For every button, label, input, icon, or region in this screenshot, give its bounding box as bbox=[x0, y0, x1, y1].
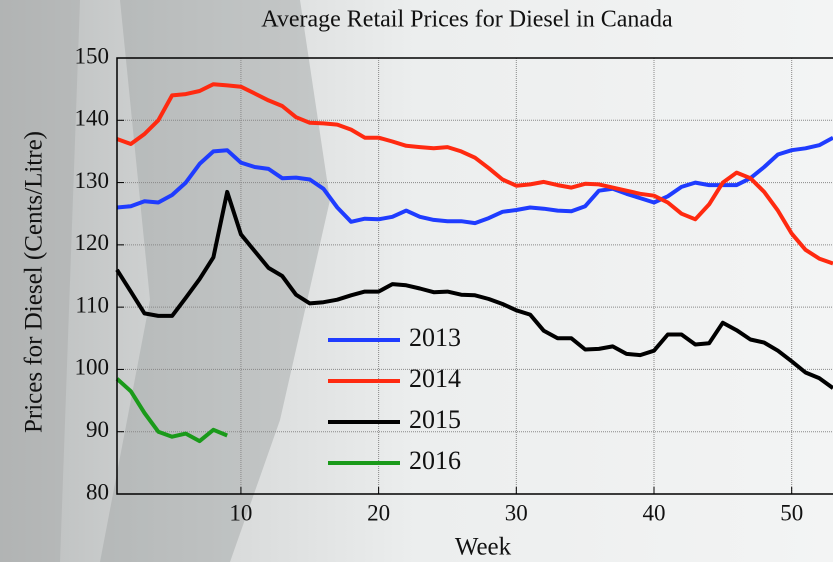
y-tick-label: 110 bbox=[75, 292, 109, 317]
y-tick-label: 80 bbox=[86, 479, 109, 504]
x-tick-label: 10 bbox=[229, 500, 252, 525]
legend-label: 2014 bbox=[409, 364, 461, 393]
y-tick-label: 140 bbox=[75, 106, 110, 131]
grid: 80 90 100 110 120 130 140 150 10 20 30 40 50 bbox=[75, 43, 833, 525]
y-tick-label: 90 bbox=[86, 417, 109, 442]
x-tick-label: 20 bbox=[367, 500, 390, 525]
x-tick-label: 40 bbox=[643, 500, 666, 525]
y-tick-label: 100 bbox=[75, 355, 110, 380]
legend-label: 2016 bbox=[409, 446, 461, 475]
x-axis-label: Week bbox=[455, 534, 512, 561]
y-tick-label: 130 bbox=[75, 168, 110, 193]
legend-label: 2013 bbox=[409, 323, 461, 352]
y-tick-label: 150 bbox=[75, 43, 110, 68]
y-tick-label: 120 bbox=[75, 230, 110, 255]
series-line bbox=[116, 135, 833, 226]
background-shape bbox=[100, 0, 330, 562]
series-line bbox=[115, 189, 833, 390]
legend: 2013 2014 2015 2016 bbox=[328, 323, 461, 475]
chart-title: Average Retail Prices for Diesel in Cana… bbox=[261, 7, 673, 33]
lines bbox=[115, 82, 833, 444]
x-tick-label: 50 bbox=[780, 500, 803, 525]
x-tick-label: 30 bbox=[505, 500, 528, 525]
plot-frame bbox=[116, 57, 833, 495]
background-shape bbox=[0, 0, 80, 562]
y-axis-label: Prices for Diesel (Cents/Litre) bbox=[21, 131, 48, 433]
series-line bbox=[115, 377, 228, 444]
series-line bbox=[116, 82, 833, 266]
legend-label: 2015 bbox=[409, 405, 461, 434]
